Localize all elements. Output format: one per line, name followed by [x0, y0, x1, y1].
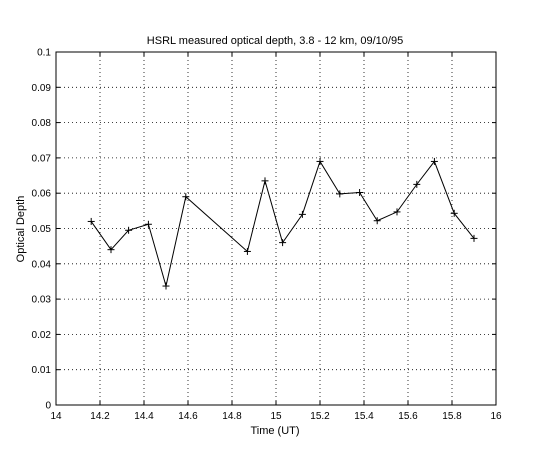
x-tick-label: 15 [270, 411, 282, 422]
x-tick-label: 14.8 [222, 411, 242, 422]
y-tick-label: 0.06 [32, 189, 52, 200]
data-point-marker [413, 180, 421, 188]
x-tick-label: 15.8 [442, 411, 462, 422]
data-point-marker [182, 193, 190, 201]
y-tick-label: 0.09 [32, 83, 52, 94]
data-point-marker [87, 217, 95, 225]
x-tick-label: 14.2 [90, 411, 110, 422]
x-tick-label: 15.4 [354, 411, 374, 422]
y-tick-label: 0.04 [32, 259, 52, 270]
data-point-marker [144, 220, 152, 228]
y-axis: 0 0.01 0.02 0.03 0.04 0.05 0.06 0.07 0.08 0.09 0.1 [32, 48, 496, 412]
y-tick-label: 0.05 [32, 224, 52, 235]
data-point-marker [261, 177, 269, 185]
data-point-marker [373, 217, 381, 225]
data-point-marker [243, 247, 251, 255]
series [87, 157, 478, 290]
y-tick-label: 0.03 [32, 295, 52, 306]
y-tick-label: 0.02 [32, 330, 52, 341]
data-point-marker [450, 209, 458, 217]
x-tick-label: 15.2 [310, 411, 330, 422]
y-tick-label: 0.08 [32, 118, 52, 129]
data-point-marker [336, 190, 344, 198]
x-tick-label: 15.6 [398, 411, 418, 422]
x-tick-label: 14.6 [178, 411, 198, 422]
y-tick-label: 0.1 [37, 48, 51, 59]
data-point-marker [279, 239, 287, 247]
data-point-marker [298, 210, 306, 218]
grid [56, 52, 496, 405]
x-axis: 14 14.2 14.4 14.6 14.8 15 15.2 15.4 15.6 15.8 16 [50, 52, 502, 422]
y-axis-label: Optical Depth [15, 196, 27, 263]
data-point-marker [107, 246, 115, 254]
data-point-marker [430, 157, 438, 165]
data-point-marker [125, 226, 133, 234]
data-point-marker [356, 188, 364, 196]
y-tick-label: 0.01 [32, 365, 52, 376]
data-point-marker [316, 157, 324, 165]
data-point-marker [470, 234, 478, 242]
x-tick-label: 16 [490, 411, 502, 422]
x-axis-label: Time (UT) [250, 425, 299, 437]
data-point-marker [162, 282, 170, 290]
x-tick-label: 14 [50, 411, 62, 422]
data-point-marker [393, 208, 401, 216]
x-tick-label: 14.4 [134, 411, 154, 422]
y-tick-label: 0.07 [32, 153, 52, 164]
y-tick-label: 0 [45, 401, 51, 412]
chart-title: HSRL measured optical depth, 3.8 - 12 km… [147, 35, 403, 47]
